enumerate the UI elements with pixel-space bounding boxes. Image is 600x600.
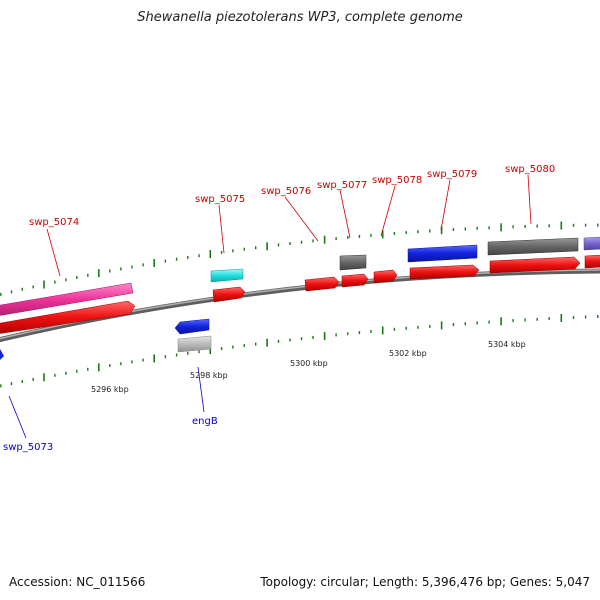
gene-swp5075-cds[interactable] — [212, 286, 246, 303]
scale-label: 5296 kbp — [91, 385, 129, 394]
leader-swp5074 — [46, 228, 61, 277]
gene-label-swp5079[interactable]: swp_5079 — [427, 169, 477, 180]
leader-swp5078 — [380, 185, 396, 237]
gene-label-swp5073[interactable]: swp_5073 — [3, 442, 53, 453]
gene-label-swp5078[interactable]: swp_5078 — [372, 175, 422, 186]
outer-tick-row — [0, 221, 599, 296]
scale-label: 5304 kbp — [488, 340, 526, 349]
gene-swp5080-gray[interactable] — [487, 237, 579, 256]
leader-swp5077 — [339, 189, 351, 239]
gene-swp5080-cds[interactable] — [489, 256, 581, 274]
gene-engb-light[interactable] — [177, 335, 212, 353]
gene-swp5078-cds[interactable] — [373, 269, 398, 284]
gene-next-cds[interactable] — [584, 254, 600, 269]
gene-swp5074-cds[interactable] — [0, 300, 136, 334]
gene-swp5077-cds[interactable] — [341, 273, 369, 288]
gene-engb-blue[interactable] — [174, 318, 210, 335]
leader-swp5076 — [284, 196, 319, 242]
genome-backbone — [0, 268, 600, 343]
gene-swp5079-blue[interactable] — [407, 244, 478, 263]
scale-label: 5298 kbp — [190, 371, 228, 380]
leader-swp5080 — [527, 174, 532, 225]
gene-label-engb[interactable]: engB — [192, 416, 218, 427]
gene-next-purple[interactable] — [583, 236, 600, 251]
scale-label: 5300 kbp — [290, 359, 328, 368]
gene-label-swp5080[interactable]: swp_5080 — [505, 164, 555, 175]
gene-swp5079-cds[interactable] — [409, 264, 480, 280]
gene-label-swp5077[interactable]: swp_5077 — [317, 180, 367, 191]
gene-label-swp5075[interactable]: swp_5075 — [195, 194, 245, 205]
scale-label: 5302 kbp — [389, 349, 427, 358]
gene-label-swp5076[interactable]: swp_5076 — [261, 186, 311, 197]
gene-label-swp5074[interactable]: swp_5074 — [29, 217, 79, 228]
gene-swp5073-arrow[interactable] — [0, 349, 4, 360]
genome-backbone-highlight — [0, 269, 600, 340]
leader-engb — [197, 366, 205, 413]
genome-summary: Topology: circular; Length: 5,396,476 bp… — [260, 575, 590, 589]
gene-swp5074-pink[interactable] — [0, 282, 134, 316]
map-title: Shewanella piezotolerans WP3, complete g… — [137, 10, 463, 25]
leader-swp5073 — [8, 395, 27, 439]
gene-swp5075-cyan[interactable] — [210, 268, 244, 283]
leader-swp5079 — [440, 179, 451, 231]
accession-label: Accession: NC_011566 — [9, 575, 146, 589]
leader-swp5075 — [218, 204, 225, 254]
inner-tick-row — [0, 314, 599, 388]
gene-swp5076-cds[interactable] — [304, 276, 340, 292]
gene-swp5077-gray[interactable] — [339, 254, 367, 271]
